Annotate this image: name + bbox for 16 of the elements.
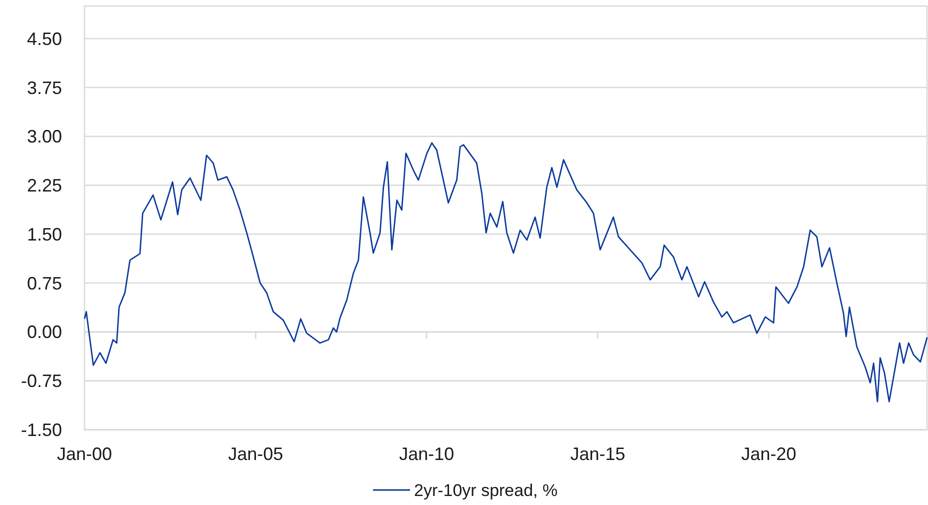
y-tick-label: 3.00 (26, 126, 62, 147)
y-tick-label: 1.50 (26, 224, 62, 244)
x-tick-label: Jan-05 (228, 444, 284, 464)
x-tick-label: Jan-10 (399, 444, 454, 464)
y-tick-label: 0.00 (26, 322, 62, 342)
legend-label: 2yr-10yr spread, % (414, 480, 558, 500)
y-tick-label: 2.25 (26, 176, 62, 196)
x-tick-label: Jan-00 (56, 444, 112, 464)
y-tick-label: 4.50 (26, 28, 62, 49)
y-tick-label: 3.75 (26, 78, 62, 98)
x-tick-label: Jan-20 (741, 444, 796, 464)
x-tick-label: Jan-15 (570, 444, 626, 464)
y-tick-label: -0.75 (20, 371, 62, 392)
y-tick-label: 0.75 (26, 273, 62, 294)
line-series (84, 142, 928, 402)
y-tick-label: -1.50 (20, 420, 62, 440)
